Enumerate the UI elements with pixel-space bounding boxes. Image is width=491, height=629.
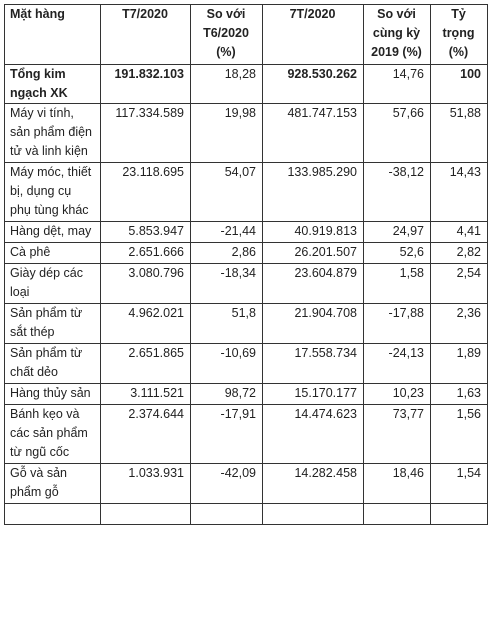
- value-cell: 24,97: [363, 221, 431, 243]
- table-row: Hàng thủy sản 3.111.521 98,72 15.170.177 10,…: [4, 383, 488, 405]
- header-row: Mặt hàng T7/2020 So với T6/2020 (%) 7T/2020…: [4, 4, 488, 65]
- value-cell: 2.651.865: [100, 343, 191, 384]
- header-cell: So với cùng kỳ 2019 (%): [363, 4, 431, 65]
- value-cell: 18,46: [363, 463, 431, 504]
- header-cell: Tỷ trọng (%): [430, 4, 488, 65]
- value-cell: -17,91: [190, 404, 263, 464]
- item-cell: Cà phê: [4, 242, 101, 264]
- item-cell: Tổng kim ngạch XK: [4, 64, 101, 104]
- value-cell: 133.985.290: [262, 162, 364, 222]
- value-cell: 928.530.262: [262, 64, 364, 104]
- value-cell: 2,86: [190, 242, 263, 264]
- table-body: Tổng kim ngạch XK 191.832.103 18,28 928.530…: [4, 64, 488, 525]
- value-cell: 52,6: [363, 242, 431, 264]
- value-cell: 117.334.589: [100, 103, 191, 163]
- empty-cell: [190, 503, 263, 525]
- table-row: Gỗ và sản phẩm gỗ 1.033.931 -42,09 14.282.4…: [4, 463, 488, 504]
- item-cell: Sản phẩm từ sắt thép: [4, 303, 101, 344]
- value-cell: 1,89: [430, 343, 488, 384]
- value-cell: 1,56: [430, 404, 488, 464]
- value-cell: 4,41: [430, 221, 488, 243]
- table-row: Sản phẩm từ sắt thép 4.962.021 51,8 21.904.…: [4, 303, 488, 344]
- value-cell: 73,77: [363, 404, 431, 464]
- value-cell: -24,13: [363, 343, 431, 384]
- header-cell: Mặt hàng: [4, 4, 101, 65]
- value-cell: 1,63: [430, 383, 488, 405]
- value-cell: 1,54: [430, 463, 488, 504]
- value-cell: 2.374.644: [100, 404, 191, 464]
- value-cell: 15.170.177: [262, 383, 364, 405]
- value-cell: 100: [430, 64, 488, 104]
- value-cell: 2,82: [430, 242, 488, 264]
- value-cell: 14.282.458: [262, 463, 364, 504]
- value-cell: 51,88: [430, 103, 488, 163]
- table-row: Hàng dệt, may 5.853.947 -21,44 40.919.813 24…: [4, 221, 488, 243]
- value-cell: 51,8: [190, 303, 263, 344]
- table-row: Cà phê 2.651.666 2,86 26.201.507 52,6 2,82: [4, 242, 488, 264]
- item-cell: Máy móc, thiết bị, dụng cụ phụ tùng khác: [4, 162, 101, 222]
- value-cell: 4.962.021: [100, 303, 191, 344]
- value-cell: 2,36: [430, 303, 488, 344]
- header-cell: So với T6/2020 (%): [190, 4, 263, 65]
- value-cell: -42,09: [190, 463, 263, 504]
- value-cell: 98,72: [190, 383, 263, 405]
- value-cell: 191.832.103: [100, 64, 191, 104]
- value-cell: 2.651.666: [100, 242, 191, 264]
- table-row: Sản phẩm từ chất dẻo 2.651.865 -10,69 17.55…: [4, 343, 488, 384]
- item-cell: Máy vi tính, sản phẩm điện tử và linh ki…: [4, 103, 101, 163]
- value-cell: -18,34: [190, 263, 263, 304]
- value-cell: 40.919.813: [262, 221, 364, 243]
- value-cell: -17,88: [363, 303, 431, 344]
- item-cell: Sản phẩm từ chất dẻo: [4, 343, 101, 384]
- cut-off-row: [4, 503, 488, 525]
- value-cell: 14,43: [430, 162, 488, 222]
- header-cell: T7/2020: [100, 4, 191, 65]
- value-cell: 57,66: [363, 103, 431, 163]
- item-cell: Giày dép các loại: [4, 263, 101, 304]
- value-cell: 1.033.931: [100, 463, 191, 504]
- empty-cell: [262, 503, 364, 525]
- value-cell: 3.080.796: [100, 263, 191, 304]
- value-cell: -21,44: [190, 221, 263, 243]
- item-cell: Bánh kẹo và các sản phẩm từ ngũ cốc: [4, 404, 101, 464]
- value-cell: 19,98: [190, 103, 263, 163]
- value-cell: 23.604.879: [262, 263, 364, 304]
- value-cell: 1,58: [363, 263, 431, 304]
- value-cell: 5.853.947: [100, 221, 191, 243]
- value-cell: -10,69: [190, 343, 263, 384]
- value-cell: 23.118.695: [100, 162, 191, 222]
- item-cell: Gỗ và sản phẩm gỗ: [4, 463, 101, 504]
- item-cell: Hàng thủy sản: [4, 383, 101, 405]
- empty-cell: [4, 503, 101, 525]
- value-cell: -38,12: [363, 162, 431, 222]
- value-cell: 14,76: [363, 64, 431, 104]
- empty-cell: [363, 503, 431, 525]
- value-cell: 2,54: [430, 263, 488, 304]
- table-row: Bánh kẹo và các sản phẩm từ ngũ cốc 2.374…: [4, 404, 488, 464]
- value-cell: 481.747.153: [262, 103, 364, 163]
- header-cell: 7T/2020: [262, 4, 364, 65]
- empty-cell: [100, 503, 191, 525]
- item-cell: Hàng dệt, may: [4, 221, 101, 243]
- value-cell: 21.904.708: [262, 303, 364, 344]
- value-cell: 18,28: [190, 64, 263, 104]
- table-container: Mặt hàng T7/2020 So với T6/2020 (%) 7T/2020…: [4, 4, 488, 525]
- table-row: Máy vi tính, sản phẩm điện tử và linh ki…: [4, 103, 488, 163]
- value-cell: 26.201.507: [262, 242, 364, 264]
- table-row: Tổng kim ngạch XK 191.832.103 18,28 928.530…: [4, 64, 488, 104]
- value-cell: 10,23: [363, 383, 431, 405]
- value-cell: 54,07: [190, 162, 263, 222]
- value-cell: 17.558.734: [262, 343, 364, 384]
- table-row: Máy móc, thiết bị, dụng cụ phụ tùng khác…: [4, 162, 488, 222]
- table-row: Giày dép các loại 3.080.796 -18,34 23.604.8…: [4, 263, 488, 304]
- value-cell: 3.111.521: [100, 383, 191, 405]
- value-cell: 14.474.623: [262, 404, 364, 464]
- export-table: Mặt hàng T7/2020 So với T6/2020 (%) 7T/2020…: [4, 4, 488, 525]
- empty-cell: [430, 503, 488, 525]
